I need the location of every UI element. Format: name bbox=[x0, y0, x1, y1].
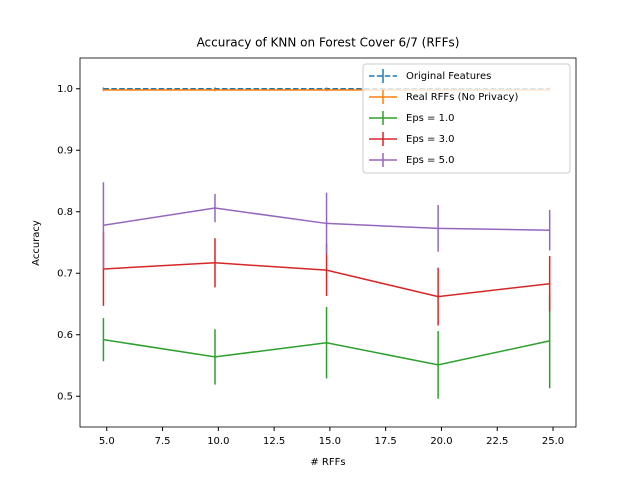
plot-frame bbox=[79, 57, 577, 428]
x-tick-label: 15.0 bbox=[319, 436, 341, 447]
legend-box bbox=[362, 63, 571, 174]
legend-label: Eps = 5.0 bbox=[406, 155, 455, 166]
legend-label: Eps = 1.0 bbox=[406, 113, 455, 124]
y-tick-label: 0.8 bbox=[57, 207, 73, 218]
y-axis-label: Accuracy bbox=[31, 220, 42, 266]
y-tick-label: 0.9 bbox=[57, 145, 73, 156]
y-tick-label: 0.5 bbox=[57, 391, 73, 402]
y-tick-label: 1.0 bbox=[57, 84, 73, 95]
x-tick-label: 12.5 bbox=[263, 436, 285, 447]
chart-title: Accuracy of KNN on Forest Cover 6/7 (RFF… bbox=[197, 36, 460, 50]
legend-label: Eps = 3.0 bbox=[406, 134, 455, 145]
x-tick-label: 22.5 bbox=[486, 436, 508, 447]
legend-label: Real RFFs (No Privacy) bbox=[406, 92, 518, 103]
x-tick-label: 5.0 bbox=[99, 436, 115, 447]
x-tick-label: 25.0 bbox=[542, 436, 564, 447]
x-axis-label: # RFFs bbox=[310, 457, 345, 468]
legend-label: Original Features bbox=[406, 71, 491, 82]
x-tick-label: 17.5 bbox=[375, 436, 397, 447]
x-tick-label: 7.5 bbox=[155, 436, 171, 447]
x-tick-label: 20.0 bbox=[430, 436, 452, 447]
x-tick-label: 10.0 bbox=[207, 436, 229, 447]
y-tick-label: 0.6 bbox=[57, 330, 73, 341]
y-tick-label: 0.7 bbox=[57, 268, 73, 279]
